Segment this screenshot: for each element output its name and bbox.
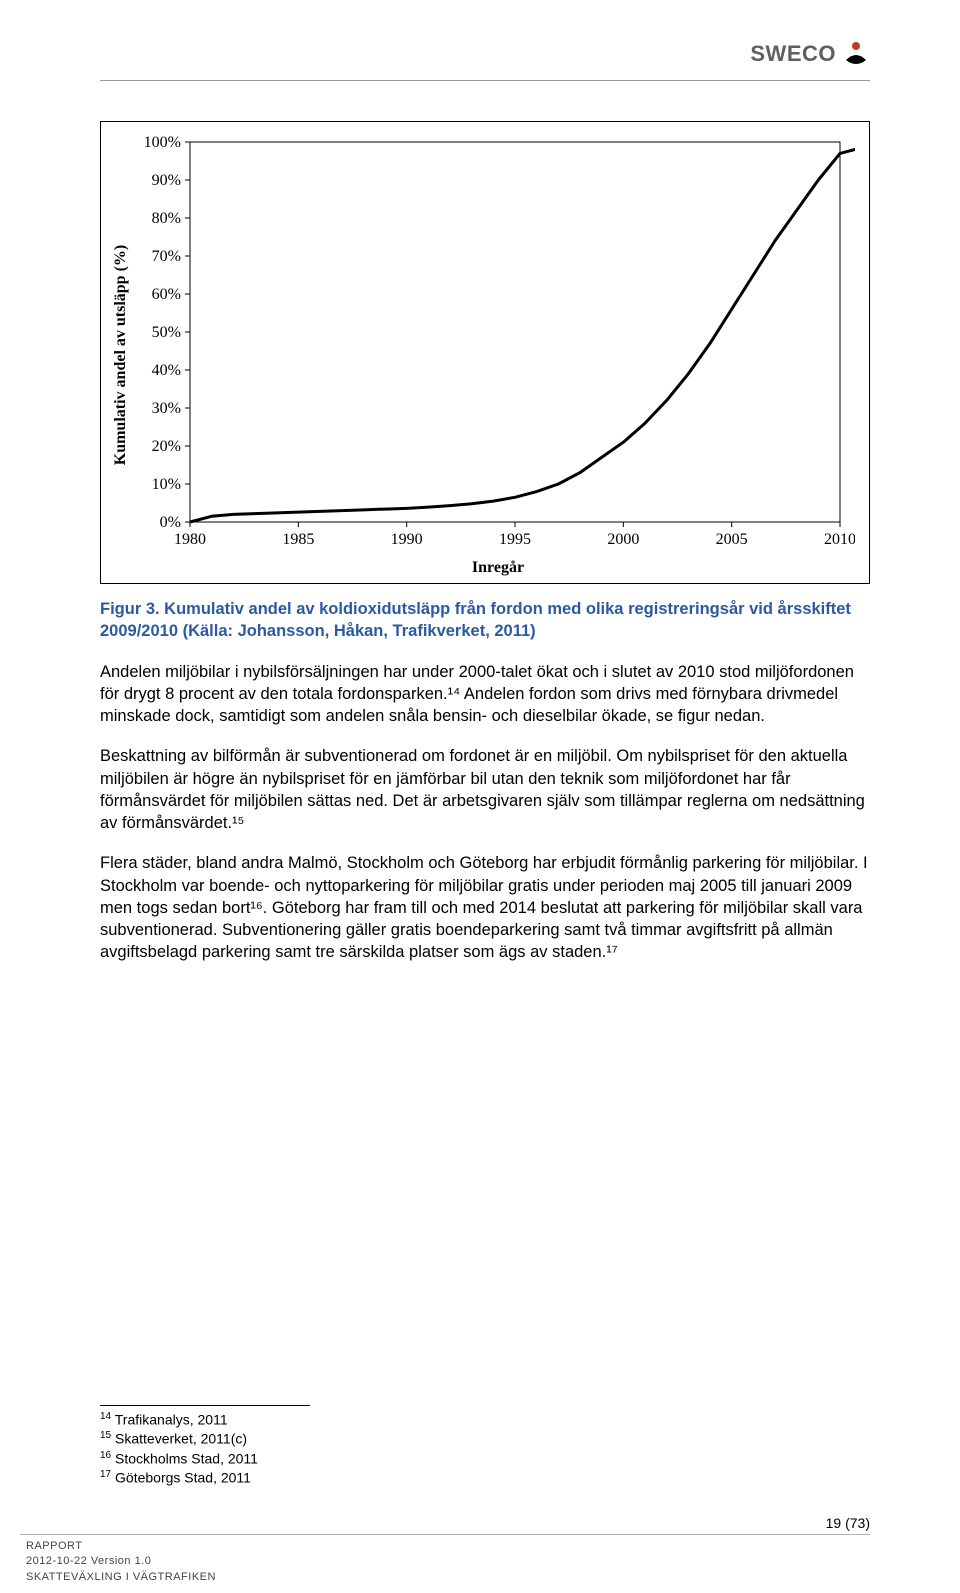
- svg-text:2000: 2000: [607, 531, 639, 548]
- footnote-16: 16 Stockholms Stad, 2011: [100, 1449, 870, 1469]
- page-header: SWECO: [100, 40, 870, 76]
- line-chart: 0% 10% 20% 30% 40% 50% 60% 70% 80% 90% 100% 1980 198…: [135, 132, 855, 552]
- svg-text:2010: 2010: [824, 531, 855, 548]
- svg-text:20%: 20%: [152, 438, 181, 455]
- footer-line-1: RAPPORT: [26, 1539, 216, 1554]
- footnote-14-text: Trafikanalys, 2011: [115, 1411, 228, 1427]
- svg-text:10%: 10%: [152, 476, 181, 493]
- svg-text:30%: 30%: [152, 400, 181, 417]
- svg-text:1990: 1990: [391, 531, 423, 548]
- logo-text: SWECO: [750, 41, 836, 67]
- footnotes: 14 Trafikanalys, 2011 15 Skatteverket, 2…: [100, 1405, 870, 1488]
- svg-text:2005: 2005: [716, 531, 748, 548]
- svg-text:70%: 70%: [152, 248, 181, 265]
- footnote-17: 17 Göteborgs Stad, 2011: [100, 1468, 870, 1488]
- svg-text:1985: 1985: [282, 531, 314, 548]
- header-rule: [100, 80, 870, 81]
- paragraph-1: Andelen miljöbilar i nybilsförsäljningen…: [100, 661, 870, 728]
- y-label-text: Kumulativ andel av utsläpp (%): [112, 244, 130, 464]
- svg-text:1980: 1980: [174, 531, 206, 548]
- footer-rule: [20, 1534, 870, 1535]
- footnote-16-text: Stockholms Stad, 2011: [115, 1451, 258, 1467]
- svg-text:60%: 60%: [152, 286, 181, 303]
- paragraph-2: Beskattning av bilförmån är subventioner…: [100, 745, 870, 834]
- chart-y-axis-label: Kumulativ andel av utsläpp (%): [107, 132, 135, 577]
- footnote-15: 15 Skatteverket, 2011(c): [100, 1429, 870, 1449]
- sweco-logo: SWECO: [750, 40, 870, 68]
- page-number: 19 (73): [826, 1515, 870, 1531]
- svg-text:80%: 80%: [152, 210, 181, 227]
- svg-text:40%: 40%: [152, 362, 181, 379]
- chart-container: Kumulativ andel av utsläpp (%) 0% 10% 20% 3…: [100, 121, 870, 584]
- paragraph-3: Flera städer, bland andra Malmö, Stockho…: [100, 852, 870, 963]
- footnote-15-text: Skatteverket, 2011(c): [115, 1431, 247, 1447]
- svg-text:50%: 50%: [152, 324, 181, 341]
- footnote-rule: [100, 1405, 310, 1406]
- svg-text:1995: 1995: [499, 531, 531, 548]
- svg-text:0%: 0%: [160, 514, 181, 531]
- chart-x-axis-label: Inregår: [135, 559, 861, 577]
- figure-caption: Figur 3. Kumulativ andel av koldioxiduts…: [100, 598, 870, 643]
- sweco-logo-icon: [842, 40, 870, 68]
- footer: RAPPORT 2012-10-22 Version 1.0 SKATTEVÄX…: [26, 1539, 216, 1585]
- svg-text:90%: 90%: [152, 172, 181, 189]
- footer-line-2: 2012-10-22 Version 1.0: [26, 1554, 216, 1569]
- footnote-17-text: Göteborgs Stad, 2011: [115, 1470, 251, 1486]
- svg-text:100%: 100%: [144, 134, 181, 151]
- footnote-14: 14 Trafikanalys, 2011: [100, 1410, 870, 1430]
- footer-line-3: SKATTEVÄXLING I VÄGTRAFIKEN: [26, 1570, 216, 1585]
